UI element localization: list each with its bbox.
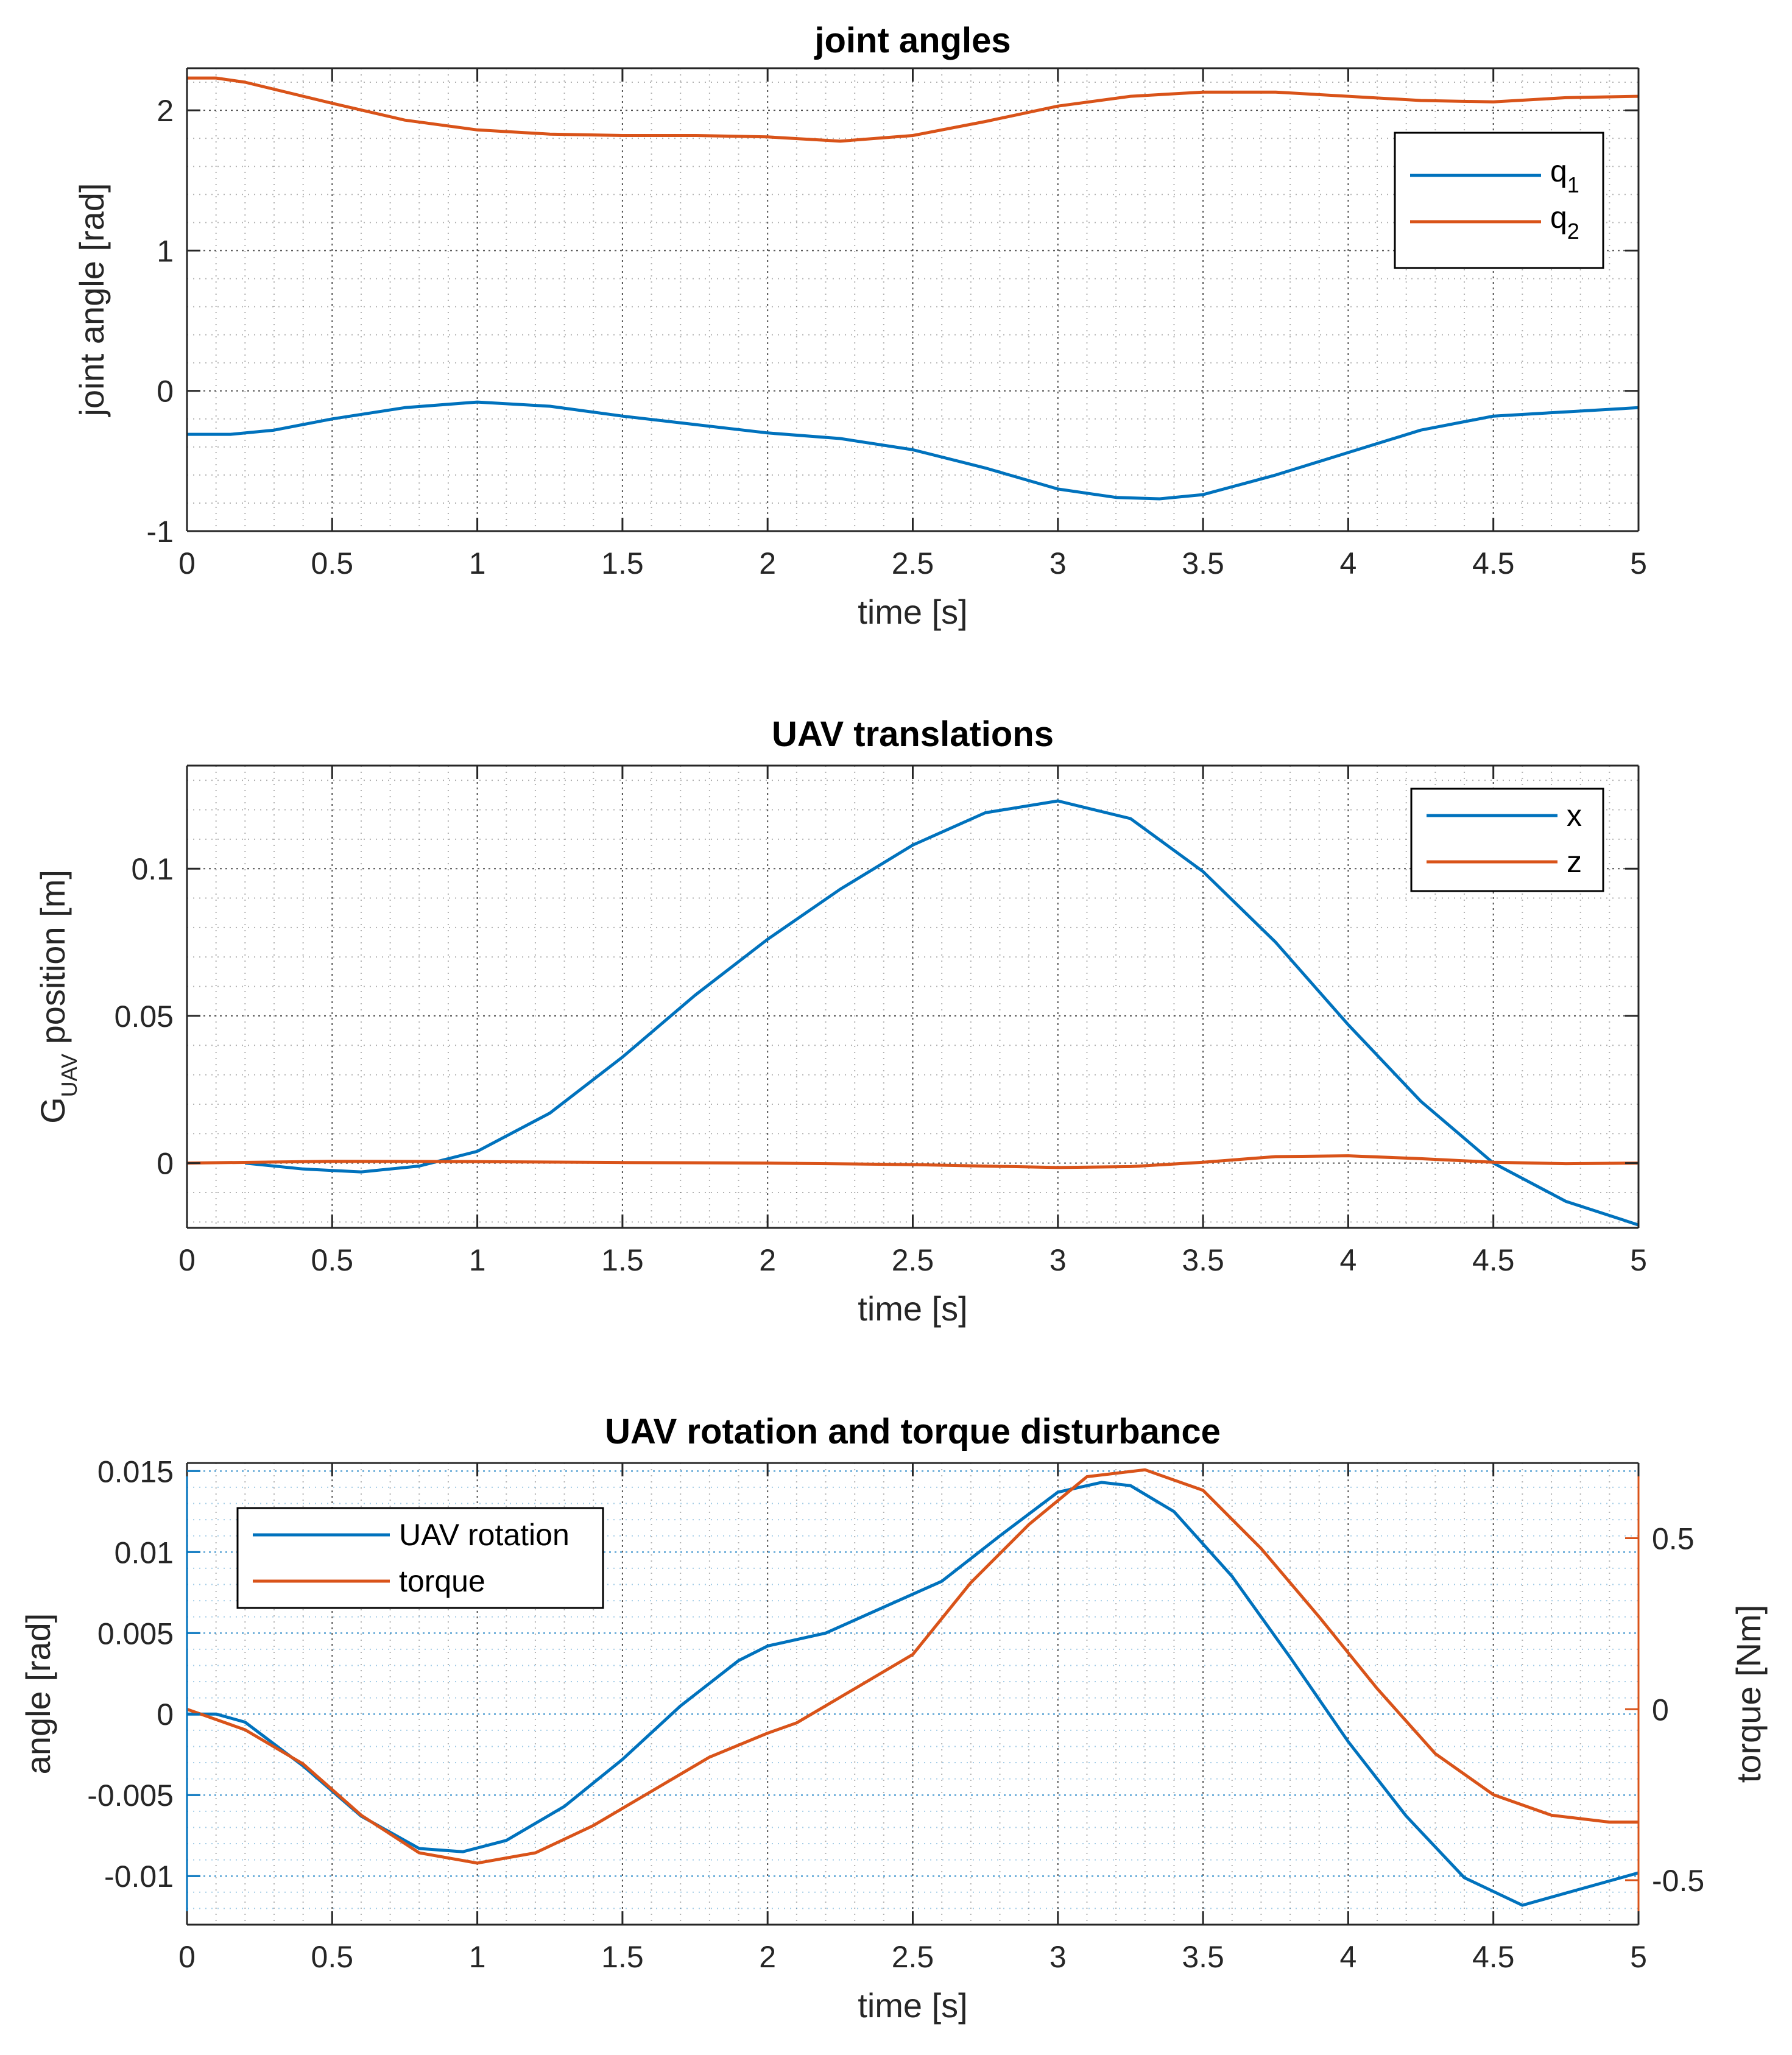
- legend-label: torque: [399, 1564, 485, 1598]
- x-tick-label: 1.5: [601, 1940, 644, 1974]
- x-tick-label: 3: [1049, 1940, 1067, 1974]
- x-tick-label: 3.5: [1182, 1940, 1224, 1974]
- x-tick-label: 4: [1339, 546, 1356, 580]
- y2-tick-label: 0: [1652, 1693, 1669, 1727]
- legend-box: [1394, 132, 1604, 269]
- y-tick-label: 0: [157, 375, 174, 409]
- x-tick-label: 5: [1630, 1243, 1647, 1277]
- y-tick-label: 0: [157, 1697, 174, 1732]
- legend-label: UAV rotation: [399, 1518, 570, 1552]
- y-tick-label: 0.005: [97, 1616, 174, 1651]
- x-tick-label: 3.5: [1182, 1243, 1224, 1277]
- x-tick-label: 0: [178, 1940, 196, 1974]
- chart-panel-3: 0 0.5 1 1.5 2 2.5 3 3.5 4 4.5 5 -0.01 -0.005 0 0.005 0.…: [19, 1412, 1768, 2025]
- y-tick-label: -0.01: [104, 1859, 174, 1894]
- y2-tick-label: -0.5: [1652, 1864, 1704, 1898]
- legend-label-sub: 2: [1567, 219, 1579, 244]
- y-tick-label: 0: [157, 1147, 174, 1181]
- y-tick-label: 2: [157, 94, 174, 128]
- y-axis-label-sub: UAV: [57, 1054, 82, 1097]
- series-line-torque: [186, 1468, 1639, 1865]
- y-tick-label: -1: [147, 515, 174, 549]
- x-axis-label: time [s]: [858, 593, 967, 631]
- y-axis-label-base: G: [34, 1097, 72, 1124]
- x-tick-label: 1: [469, 546, 486, 580]
- x-tick-label: 4: [1339, 1940, 1356, 1974]
- chart-title: UAV rotation and torque disturbance: [605, 1412, 1221, 1451]
- x-tick-label: 4.5: [1472, 1243, 1515, 1277]
- y2-axis-label: torque [Nm]: [1729, 1605, 1768, 1783]
- legend-label: q2: [1550, 200, 1579, 244]
- chart-title: joint angles: [814, 21, 1011, 60]
- y-axis-label: GUAV position [m]: [34, 870, 82, 1124]
- legend-box: [236, 1507, 604, 1609]
- x-tick-label: 3: [1049, 1243, 1067, 1277]
- x-tick-label: 2.5: [892, 1243, 934, 1277]
- legend-label: z: [1567, 845, 1582, 879]
- x-tick-label: 2: [759, 1243, 776, 1277]
- y-axis-label: angle [rad]: [19, 1613, 57, 1775]
- y-tick-label: 0.1: [131, 852, 174, 886]
- x-tick-label: 0.5: [311, 1940, 354, 1974]
- y-tick-label: -0.005: [87, 1778, 174, 1813]
- series-line-q2: [187, 76, 1639, 143]
- x-tick-label: 0: [178, 1243, 196, 1277]
- legend-label-base: q: [1550, 154, 1567, 188]
- x-tick-label: 4.5: [1472, 546, 1515, 580]
- y-axis-label-rest: position [m]: [34, 870, 72, 1054]
- x-tick-label: 2.5: [892, 546, 934, 580]
- x-axis-label: time [s]: [858, 1986, 967, 2025]
- chart-panel-2: 0 0.5 1 1.5 2 2.5 3 3.5 4 4.5 5 0 0.05 0.1 UAV transla…: [34, 714, 1647, 1328]
- y-tick-label: 0.05: [115, 999, 174, 1034]
- x-axis-label: time [s]: [858, 1289, 967, 1328]
- x-tick-label: 1.5: [601, 546, 644, 580]
- x-tick-label: 5: [1630, 1940, 1647, 1974]
- x-tick-label: 4.5: [1472, 1940, 1515, 1974]
- legend-label: q1: [1550, 154, 1579, 197]
- y2-tick-label: 0.5: [1652, 1522, 1695, 1556]
- legend: xz: [1410, 788, 1604, 892]
- x-tick-label: 1: [469, 1940, 486, 1974]
- chart-title: UAV translations: [772, 714, 1054, 754]
- x-tick-label: 0: [178, 546, 196, 580]
- y-tick-label: 1: [157, 234, 174, 268]
- x-tick-label: 1.5: [601, 1243, 644, 1277]
- x-tick-label: 0.5: [311, 546, 354, 580]
- x-tick-label: 5: [1630, 546, 1647, 580]
- series-line-uav-rotation: [187, 1481, 1639, 1907]
- x-tick-label: 2.5: [892, 1940, 934, 1974]
- x-tick-label: 3: [1049, 546, 1067, 580]
- legend: UAV rotation torque: [236, 1507, 604, 1609]
- legend-label-sub: 1: [1567, 172, 1579, 197]
- y-tick-label: 0.01: [115, 1535, 174, 1570]
- y-axis-label: joint angle [rad]: [72, 183, 111, 418]
- x-tick-label: 0.5: [311, 1243, 354, 1277]
- y-tick-label: 0.015: [97, 1454, 174, 1489]
- x-tick-label: 2: [759, 1940, 776, 1974]
- legend-label-base: q: [1550, 200, 1567, 234]
- series-line-z: [186, 1154, 1639, 1169]
- x-tick-label: 3.5: [1182, 546, 1224, 580]
- series-line-q1: [187, 400, 1639, 501]
- legend-box: [1410, 788, 1604, 892]
- legend-label: x: [1567, 798, 1582, 833]
- x-tick-label: 4: [1339, 1243, 1356, 1277]
- x-tick-label: 2: [759, 546, 776, 580]
- x-tick-label: 1: [469, 1243, 486, 1277]
